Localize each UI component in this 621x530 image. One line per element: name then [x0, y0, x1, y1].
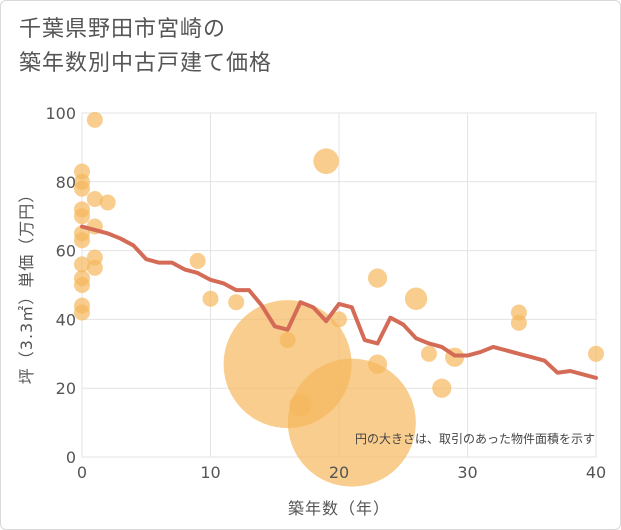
x-tick-label: 40: [586, 463, 606, 482]
bubble-point: [74, 208, 90, 225]
bubble-point: [228, 294, 245, 311]
bubble-point: [432, 378, 452, 398]
bubble-point: [287, 358, 416, 487]
size-note: 円の大きさは、取引のあった物件面積を示す: [355, 431, 595, 446]
y-tick-label: 40: [56, 310, 76, 329]
bubble-point: [313, 148, 339, 174]
chart-title: 千葉県野田市宮崎の 築年数別中古戸建て価格: [19, 13, 272, 81]
y-tick-label: 60: [56, 242, 76, 261]
trend-line-group: [80, 224, 598, 380]
bubble-point: [99, 194, 116, 211]
x-axis-label: 築年数（年）: [288, 499, 390, 518]
title-line-2: 築年数別中古戸建て価格: [19, 51, 273, 76]
bubble-point: [74, 304, 90, 321]
bubble-point: [86, 191, 103, 207]
y-tick-label: 20: [56, 379, 76, 398]
bubble-point: [74, 232, 90, 249]
bubble-point: [367, 268, 388, 288]
y-tick-label: 80: [56, 173, 76, 192]
bubble-point: [86, 111, 103, 128]
bubble-point: [510, 314, 527, 331]
bubble-point: [189, 252, 206, 269]
bubble-point: [588, 345, 604, 362]
x-tick-label: 30: [457, 463, 477, 482]
x-tick-label: 10: [200, 463, 220, 482]
bubble-point: [202, 290, 219, 307]
bubble-point: [367, 354, 388, 374]
bubble-point: [331, 311, 347, 328]
title-line-1: 千葉県野田市宮崎の: [19, 17, 227, 42]
x-tick-label: 20: [329, 463, 349, 482]
tick-labels: 0 10 20 30 40 0 20 40 60 80 100: [45, 104, 606, 482]
bubble-point: [404, 287, 428, 310]
trend-line: [80, 224, 598, 380]
x-tick-label: 0: [77, 463, 87, 482]
y-tick-label: 0: [66, 448, 76, 467]
bubble-point: [74, 180, 90, 197]
bubble-point: [86, 259, 103, 276]
bubble-point: [74, 277, 90, 293]
y-axis-label: 坪（3.3㎡）単価（万円）: [17, 186, 36, 384]
bubbles: [74, 111, 604, 487]
y-tick-label: 100: [45, 104, 76, 123]
bubble-point: [74, 256, 90, 273]
bubble-point: [420, 345, 437, 362]
